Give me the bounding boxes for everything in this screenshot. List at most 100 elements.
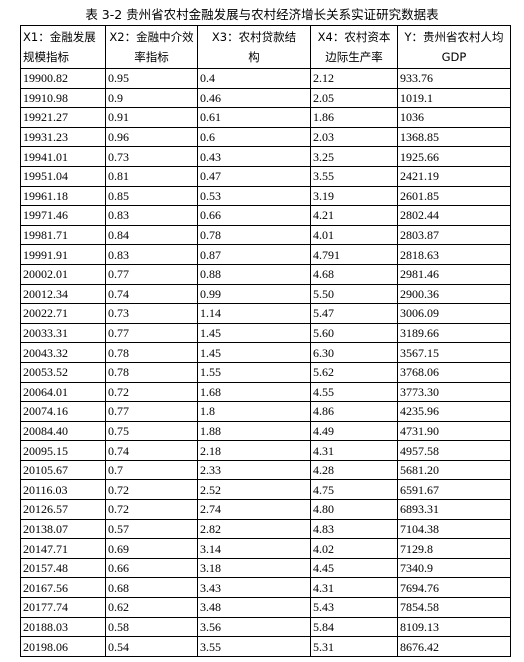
table-cell: 7129.8 — [397, 538, 511, 559]
table-cell: 2802.44 — [397, 205, 511, 226]
table-cell: 5.47 — [310, 303, 398, 324]
table-cell: 5.60 — [310, 322, 398, 344]
table-cell: 1.14 — [197, 303, 311, 324]
table-row: 19961.18 0.85 0.53 3.19 2601.85 — [20, 185, 511, 207]
table-cell: 0.85 — [105, 185, 198, 207]
table-cell: 0.7 — [105, 459, 198, 481]
table-cell: 2.33 — [197, 459, 311, 481]
table-cell: 20043.32 — [20, 342, 106, 363]
table-cell: 0.95 — [105, 68, 198, 89]
table-cell: 0.57 — [105, 518, 198, 540]
table-row: 20188.03 0.58 3.56 5.84 8109.13 — [20, 616, 511, 638]
table-cell: 0.66 — [105, 557, 198, 579]
table-cell: 5.84 — [310, 616, 398, 638]
table-cell: 3.56 — [197, 616, 311, 638]
table-cell: 2601.85 — [397, 185, 511, 207]
table-cell: 20126.57 — [20, 499, 106, 520]
column-header: X1：金融发展 规模指标 — [20, 25, 106, 69]
table-cell: 2.12 — [310, 68, 398, 89]
header-line: 边际生产率 — [325, 50, 383, 64]
table-cell: 7340.9 — [397, 557, 511, 579]
table-cell: 20138.07 — [20, 518, 106, 540]
table-cell: 0.4 — [197, 68, 311, 89]
table-cell: 0.9 — [105, 87, 198, 109]
column-header: Y：贵州省农村人均 GDP — [397, 25, 511, 69]
table-cell: 6.30 — [310, 342, 398, 363]
table-cell: 4235.96 — [397, 401, 511, 422]
table-cell: 2.52 — [197, 479, 311, 501]
table-cell: 20002.01 — [20, 263, 106, 285]
table-row: 20022.71 0.73 1.14 5.47 3006.09 — [20, 303, 511, 324]
table-row: 19981.71 0.84 0.78 4.01 2803.87 — [20, 224, 511, 246]
table-cell: 0.73 — [105, 303, 198, 324]
table-row: 19931.23 0.96 0.6 2.03 1368.85 — [20, 126, 511, 148]
table-row: 19941.01 0.73 0.43 3.25 1925.66 — [20, 146, 511, 167]
table-cell: 4.28 — [310, 459, 398, 481]
table-cell: 1.68 — [197, 381, 311, 403]
table-cell: 1925.66 — [397, 146, 511, 167]
table-cell: 0.87 — [197, 244, 311, 265]
header-row: X1：金融发展 规模指标 X2：金融中介效 率指标 X3：农村贷款结构 X4：农村资本 边际… — [20, 25, 511, 69]
table-cell: 2981.46 — [397, 263, 511, 285]
table-cell: 0.77 — [105, 322, 198, 344]
table-cell: 20198.06 — [20, 636, 106, 657]
table-cell: 0.83 — [105, 244, 198, 265]
table-cell: 19971.46 — [20, 205, 106, 226]
table-cell: 4.45 — [310, 557, 398, 579]
table-row: 20033.31 0.77 1.45 5.60 3189.66 — [20, 322, 511, 344]
table-row: 20043.32 0.78 1.45 6.30 3567.15 — [20, 342, 511, 363]
table-cell: 3.19 — [310, 185, 398, 207]
column-header: X2：金融中介效 率指标 — [105, 25, 198, 69]
table-cell: 0.6 — [197, 126, 311, 148]
table-cell: 5.50 — [310, 283, 398, 305]
header-line: 规模指标 — [23, 50, 69, 64]
table-cell: 3.18 — [197, 557, 311, 579]
table-cell: 8676.42 — [397, 636, 511, 657]
table-cell: 4.31 — [310, 577, 398, 599]
table-cell: 0.74 — [105, 440, 198, 461]
table-cell: 20095.15 — [20, 440, 106, 461]
table-cell: 20105.67 — [20, 459, 106, 481]
header-line: 构 — [248, 50, 260, 64]
table-cell: 0.77 — [105, 263, 198, 285]
table-row: 20138.07 0.57 2.82 4.83 7104.38 — [20, 518, 511, 540]
table-cell: 4.68 — [310, 263, 398, 285]
table-cell: 6591.67 — [397, 479, 511, 501]
table-cell: 0.66 — [197, 205, 311, 226]
header-line: Y：贵州省农村人均 — [404, 30, 504, 44]
table-cell: 19910.98 — [20, 87, 106, 109]
table-cell: 2900.36 — [397, 283, 511, 305]
table-cell: 2.05 — [310, 87, 398, 109]
table-cell: 4.55 — [310, 381, 398, 403]
table-cell: 20167.56 — [20, 577, 106, 599]
table-row: 19951.04 0.81 0.47 3.55 2421.19 — [20, 165, 511, 187]
table-cell: 3006.09 — [397, 303, 511, 324]
table-cell: 3768.06 — [397, 361, 511, 383]
table-cell: 7854.58 — [397, 597, 511, 618]
table-cell: 0.96 — [105, 126, 198, 148]
table-cell: 2818.63 — [397, 244, 511, 265]
table-cell: 0.83 — [105, 205, 198, 226]
table-cell: 19931.23 — [20, 126, 106, 148]
table-row: 20126.57 0.72 2.74 4.80 6893.31 — [20, 499, 511, 520]
table-cell: 20022.71 — [20, 303, 106, 324]
table-cell: 0.99 — [197, 283, 311, 305]
table-cell: 20064.01 — [20, 381, 106, 403]
table-cell: 0.68 — [105, 577, 198, 599]
table-cell: 2421.19 — [397, 165, 511, 187]
table-cell: 20116.03 — [20, 479, 106, 501]
header-line: X2：金融中介效 — [109, 30, 194, 44]
table-cell: 19900.82 — [20, 68, 106, 89]
table-cell: 0.88 — [197, 263, 311, 285]
table-cell: 4.21 — [310, 205, 398, 226]
table-cell: 0.77 — [105, 401, 198, 422]
table-cell: 0.84 — [105, 224, 198, 246]
table-cell: 1.86 — [310, 107, 398, 128]
table-cell: 20033.31 — [20, 322, 106, 344]
table-cell: 20053.52 — [20, 361, 106, 383]
table-cell: 4.83 — [310, 518, 398, 540]
table-body: 19900.82 0.95 0.4 2.12 933.76 19910.98 0.9 0.46… — [20, 68, 511, 657]
table-cell: 3567.15 — [397, 342, 511, 363]
column-header: X4：农村资本 边际生产率 — [310, 25, 398, 69]
